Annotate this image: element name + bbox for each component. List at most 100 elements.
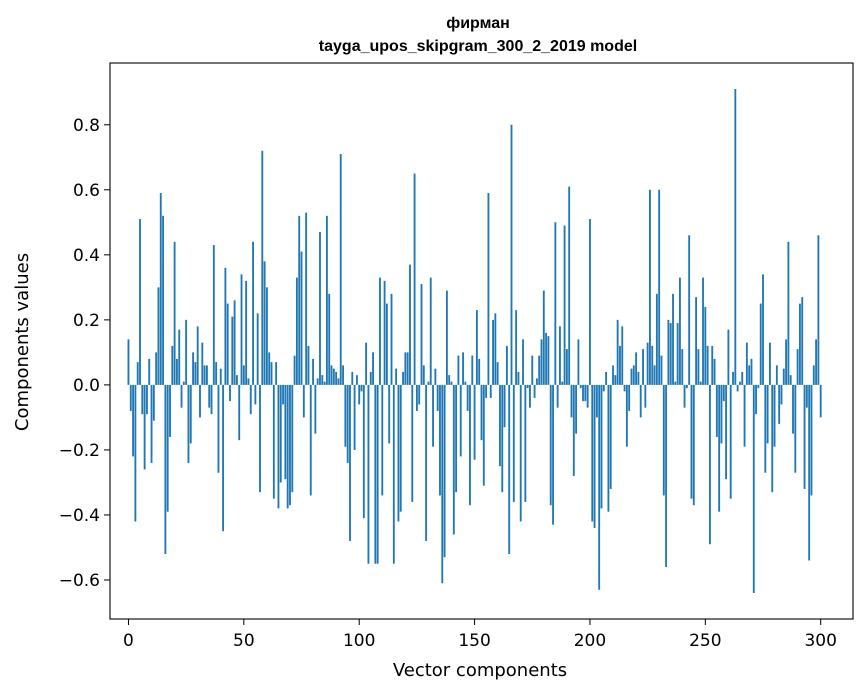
bar [817,235,820,385]
bar [748,365,751,385]
bar [275,362,278,385]
x-axis: 0 50 100 150 200 250 300 [123,619,837,651]
bar [757,384,760,389]
bar [683,384,686,408]
bar [722,384,725,402]
bar [808,384,811,561]
bar [429,277,432,385]
bar [141,384,144,415]
bar [704,306,707,385]
bar [475,310,478,385]
bar [715,384,718,437]
bar [272,384,275,499]
bar [337,378,340,385]
bar [623,384,626,392]
bar [279,384,282,483]
y-axis: −0.6 −0.4 −0.2 0.0 0.2 0.4 0.6 0.8 [59,116,110,591]
bar [669,323,672,385]
bar [725,384,728,480]
bar [579,384,582,389]
bar [208,384,211,408]
bar [810,384,813,496]
bar [455,384,458,493]
bar [535,378,538,385]
bar [312,358,314,385]
bar [612,365,614,385]
bar [628,384,631,411]
x-tick-label: 100 [343,631,375,651]
bar [319,232,321,385]
bar [362,384,365,519]
bar [787,241,790,385]
bar [794,384,797,473]
bar [533,384,536,398]
bar [473,384,476,460]
bar [660,355,663,385]
bar [194,362,197,385]
bar [695,297,698,385]
bar [469,384,471,506]
bar [595,384,598,418]
bar [577,339,580,385]
bar [215,362,218,385]
bar [256,313,259,385]
bar [602,384,605,392]
bar [448,375,451,385]
bar [556,384,559,408]
bar [598,384,601,590]
bar [570,384,573,418]
bar [709,384,711,545]
bar [217,384,220,473]
bar [658,189,661,385]
bar [681,349,684,385]
bar [736,384,739,392]
bar [778,384,781,424]
bar [512,384,515,502]
bar [609,384,612,489]
bar [189,384,192,444]
bar [355,375,358,385]
y-tick-label: 0.6 [73,181,100,201]
x-tick-label: 250 [689,631,721,651]
bar [729,384,732,499]
bar [676,323,679,385]
bar [605,371,608,385]
bar [799,303,801,385]
bar [358,384,361,405]
bar [385,303,388,385]
bar [785,339,788,385]
x-tick-label: 50 [233,631,255,651]
x-axis-label: Vector components [393,660,567,681]
bar [259,384,261,493]
bar [665,384,668,567]
bar [706,345,709,385]
bar [166,384,169,512]
bar [254,384,257,405]
bar [342,365,344,385]
bar [739,381,741,385]
bar [662,384,665,496]
bar [277,384,280,509]
bar [146,384,148,415]
bar [459,384,462,457]
bar [688,235,691,385]
bar [478,358,481,385]
bar [432,384,434,447]
bar [155,352,158,385]
bar [752,384,755,593]
bar [720,384,723,444]
bar [685,384,688,389]
bar [136,362,139,385]
bar [210,384,213,415]
bar [501,384,504,493]
bar [637,371,640,385]
bar [328,293,331,385]
bar [422,365,425,385]
bar [143,384,146,470]
bar [226,303,229,385]
bar [399,384,402,512]
bar [699,381,702,385]
bar [395,368,398,385]
bar [499,384,501,467]
bar [780,384,783,405]
